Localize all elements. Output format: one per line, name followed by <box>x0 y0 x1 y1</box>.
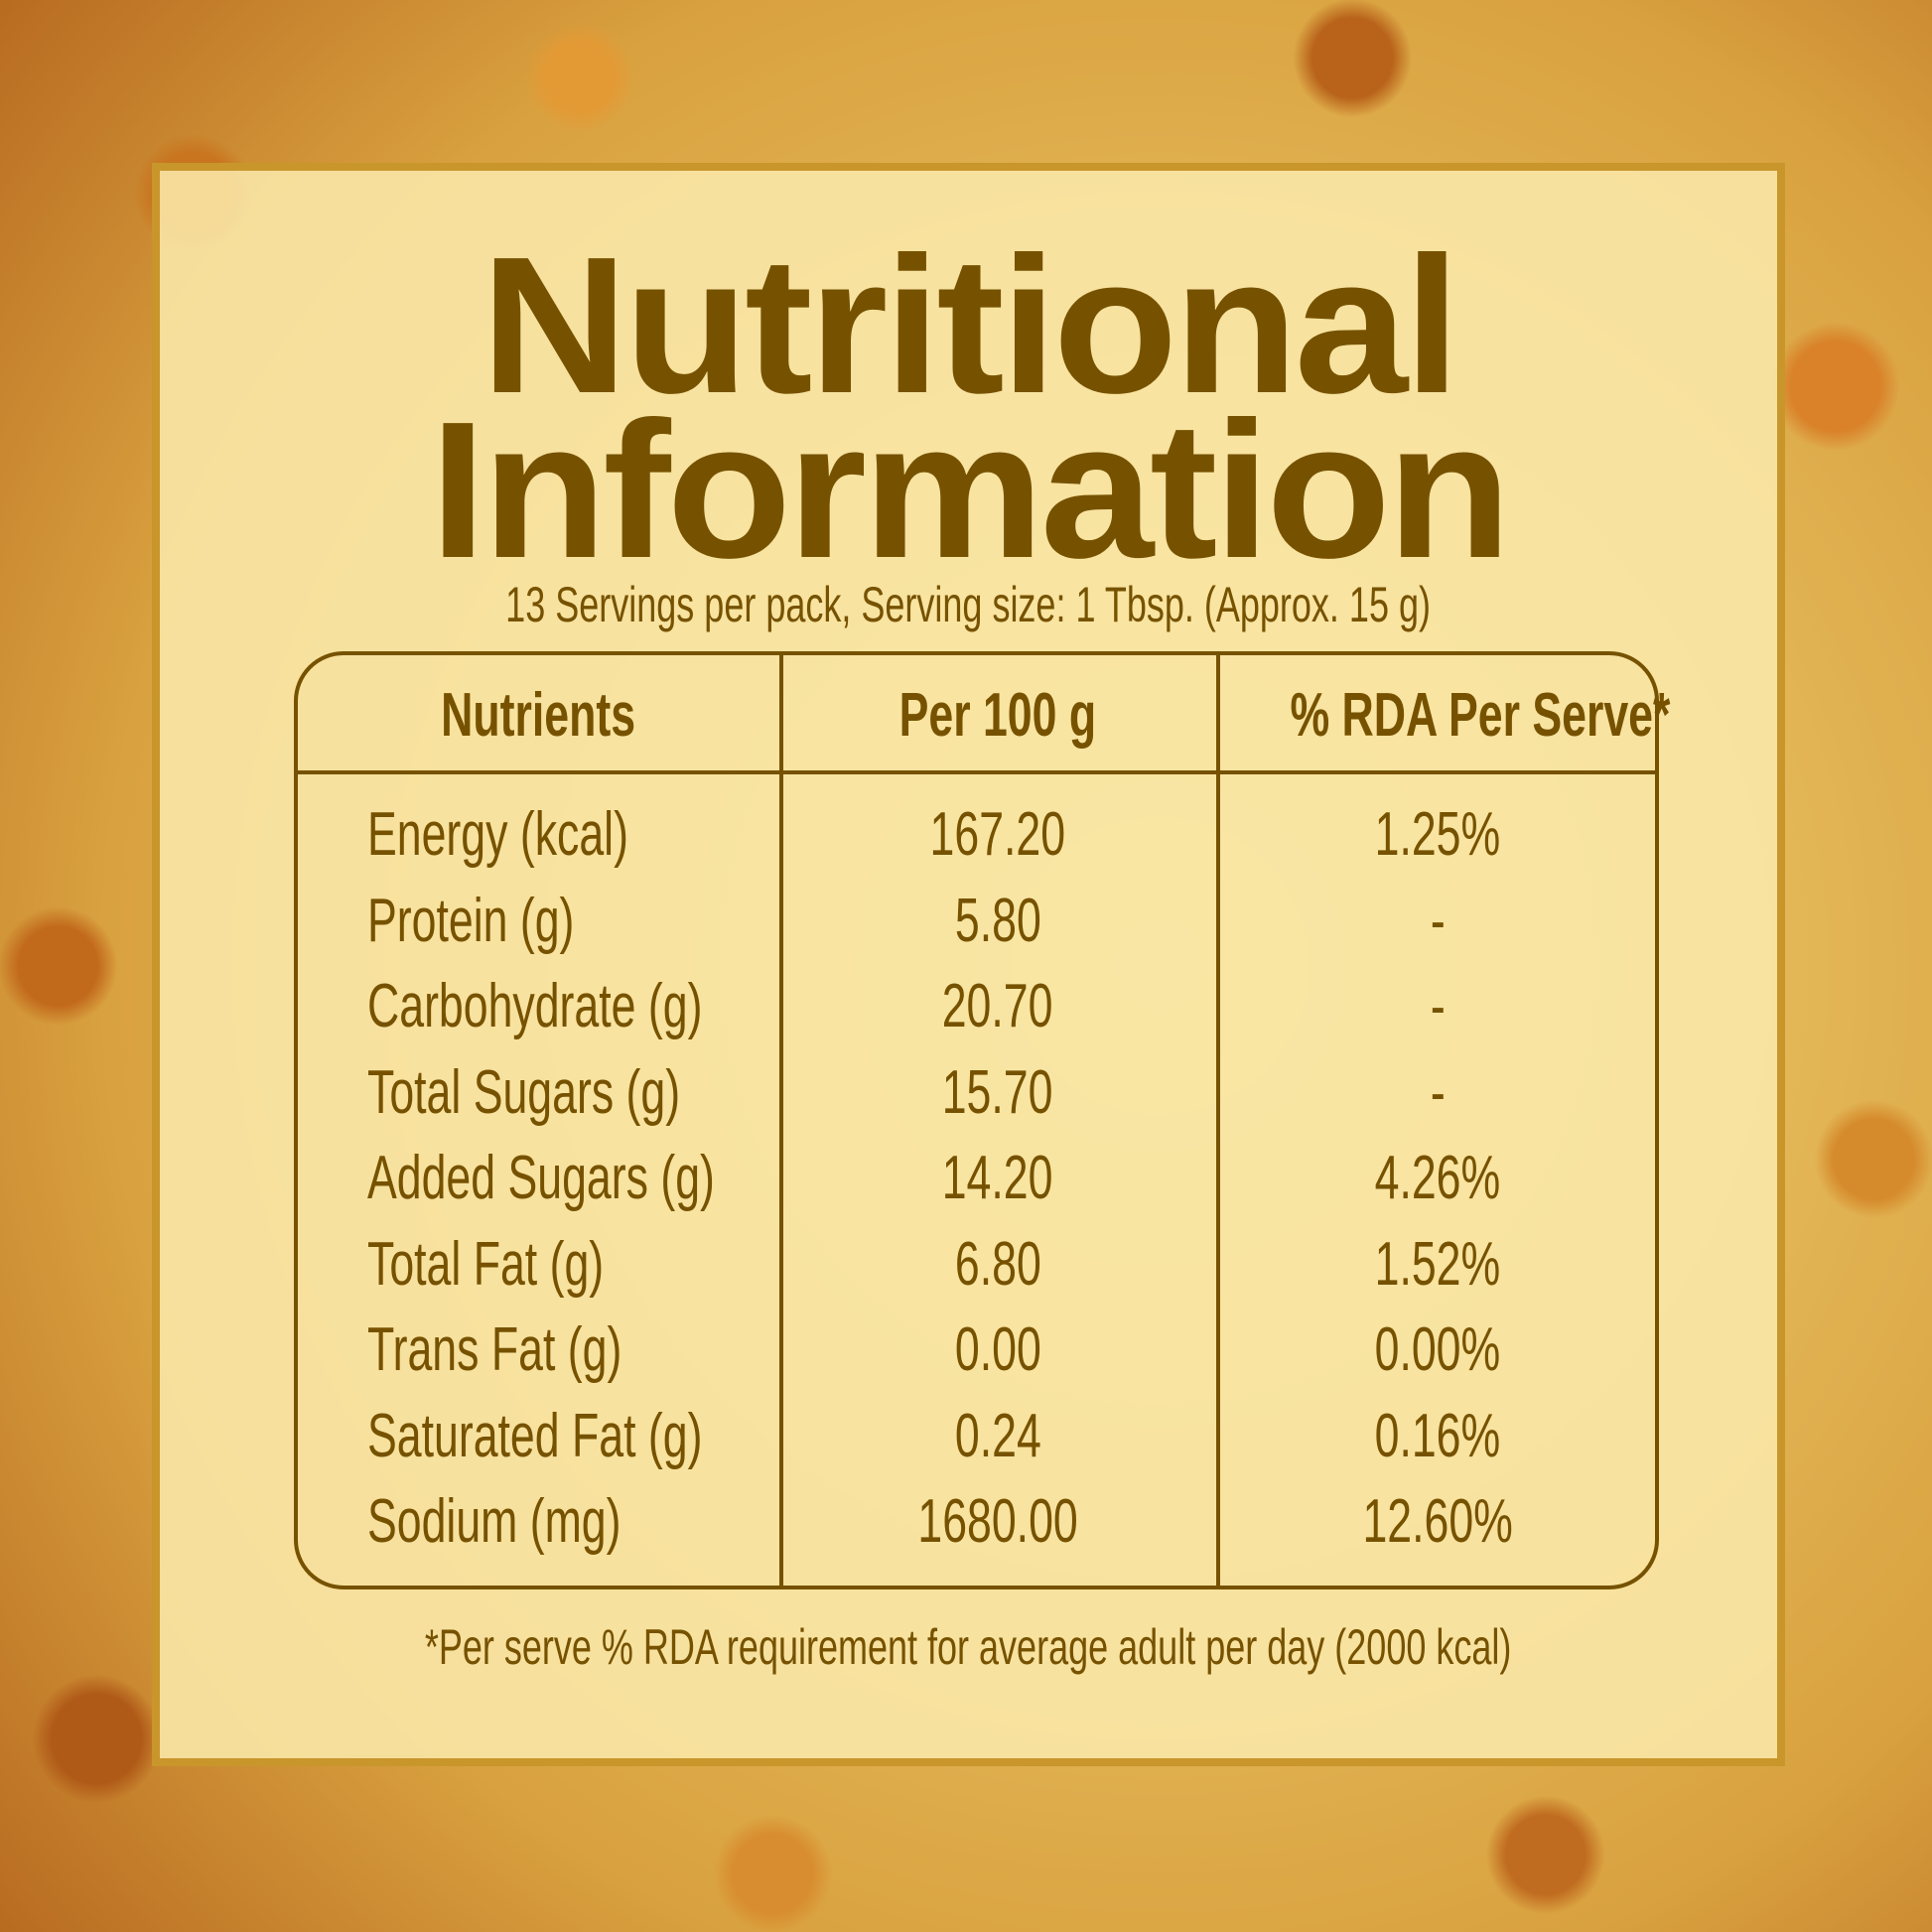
header-divider <box>298 770 1655 774</box>
per-100g-value: 0.00 <box>954 1315 1041 1384</box>
serving-info: 13 Servings per pack, Serving size: 1 Tb… <box>160 580 1777 629</box>
nutrient-name: Added Sugars (g) <box>367 1144 715 1212</box>
header-per-100g: Per 100 g <box>898 681 1097 750</box>
column-divider <box>1216 655 1220 1586</box>
rda-value: 0.16% <box>1374 1401 1501 1470</box>
rda-value: 0.00% <box>1374 1315 1501 1384</box>
per-100g-value: 15.70 <box>942 1057 1053 1127</box>
title-line-2: Information <box>429 381 1512 599</box>
per-100g-value: 167.20 <box>929 800 1066 869</box>
per-100g-value: 0.24 <box>954 1401 1041 1470</box>
nutrient-name: Total Sugars (g) <box>367 1057 681 1127</box>
serving-info-text: 13 Servings per pack, Serving size: 1 Tb… <box>505 577 1432 632</box>
footnote: *Per serve % RDA requirement for average… <box>160 1622 1777 1672</box>
footnote-text: *Per serve % RDA requirement for average… <box>425 1619 1512 1675</box>
per-100g-value: 6.80 <box>954 1229 1041 1299</box>
per-100g-value: 20.70 <box>942 972 1053 1040</box>
header-nutrients: Nutrients <box>441 681 636 750</box>
nutrition-panel: Nutritional Information 13 Servings per … <box>152 163 1785 1766</box>
column-divider <box>779 655 783 1586</box>
rda-value: 1.25% <box>1374 800 1501 869</box>
nutrient-name: Protein (g) <box>367 886 575 955</box>
per-100g-value: 5.80 <box>954 886 1041 955</box>
rda-value: 4.26% <box>1374 1144 1501 1212</box>
rda-value: - <box>1430 972 1446 1040</box>
nutrient-name: Total Fat (g) <box>367 1229 605 1299</box>
per-100g-value: 14.20 <box>942 1144 1053 1212</box>
nutrient-name: Sodium (mg) <box>367 1487 621 1556</box>
rda-value: - <box>1430 886 1446 955</box>
rda-value: - <box>1430 1057 1446 1127</box>
per-100g-value: 1680.00 <box>917 1487 1078 1556</box>
header-rda: % RDA Per Serve* <box>1290 681 1671 750</box>
rda-value: 1.52% <box>1374 1229 1501 1299</box>
nutrient-name: Energy (kcal) <box>367 800 628 869</box>
rda-value: 12.60% <box>1362 1487 1513 1556</box>
nutrition-table: Nutrients Per 100 g % RDA Per Serve* Ene… <box>294 651 1671 1589</box>
title-line-1: Nutritional <box>481 216 1460 434</box>
nutrient-name: Carbohydrate (g) <box>367 972 703 1040</box>
nutrient-name: Trans Fat (g) <box>367 1315 622 1384</box>
nutrient-name: Saturated Fat (g) <box>367 1401 703 1470</box>
